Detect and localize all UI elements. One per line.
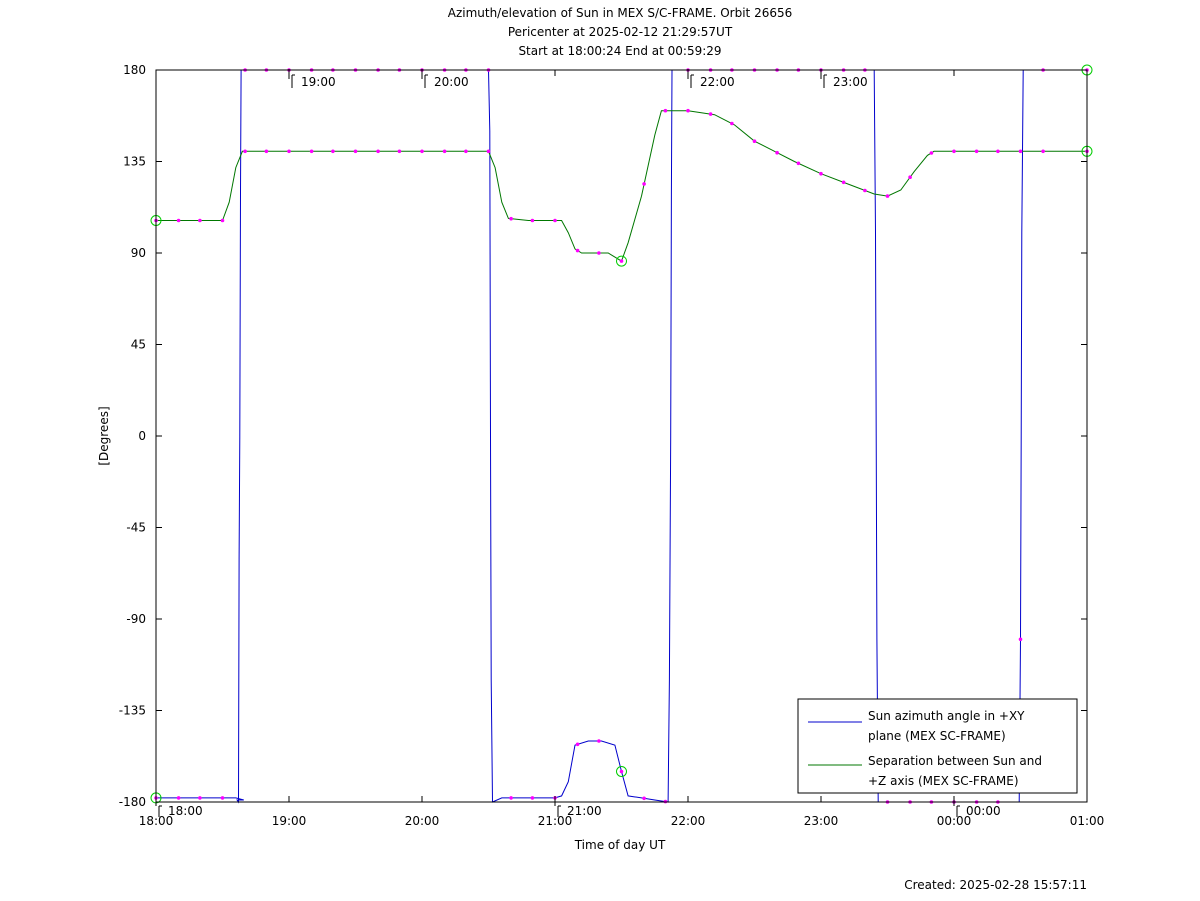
hour-marker-label: 21:00 xyxy=(567,804,602,818)
sample-marker xyxy=(952,149,956,154)
sample-marker xyxy=(775,150,779,155)
sample-marker xyxy=(331,149,335,154)
x-tick-label: 18:00 xyxy=(139,814,174,828)
sample-marker xyxy=(642,796,646,801)
sample-marker xyxy=(974,149,979,154)
sample-marker xyxy=(397,149,402,154)
y-tick-label: 45 xyxy=(131,338,146,352)
sample-marker xyxy=(996,149,1000,154)
hour-marker-label: 18:00 xyxy=(168,804,203,818)
x-axis-label: Time of day UT xyxy=(574,838,666,852)
sample-marker xyxy=(908,175,912,179)
legend-label-azimuth-line-1: Sun azimuth angle in +XY xyxy=(868,709,1025,723)
sample-marker xyxy=(752,139,757,143)
sample-marker xyxy=(619,769,624,774)
sample-marker xyxy=(575,742,580,747)
created-timestamp: Created: 2025-02-28 15:57:11 xyxy=(904,878,1087,892)
x-tick-label: 00:00 xyxy=(937,814,972,828)
sample-marker xyxy=(841,180,846,185)
pericenter-marker xyxy=(616,766,627,777)
y-tick-label: 0 xyxy=(138,429,146,443)
sample-marker xyxy=(642,182,646,186)
sample-marker xyxy=(243,149,247,154)
legend-label-separation-line-2: +Z axis (MEX SC-FRAME) xyxy=(868,774,1019,788)
y-tick-label: -45 xyxy=(126,521,146,535)
sample-marker xyxy=(464,149,468,154)
series-line-azimuth xyxy=(156,69,1087,804)
y-tick-label: -90 xyxy=(126,612,146,626)
y-axis-ticks: 180 135 90 45 0 -45 -90 -135 -180 xyxy=(119,63,1087,809)
legend-label-azimuth-line-2: plane (MEX SC-FRAME) xyxy=(868,729,1006,743)
sample-marker xyxy=(220,218,225,223)
chart-title-line-3: Start at 18:00:24 End at 00:59:29 xyxy=(518,44,721,58)
sample-marker xyxy=(863,188,867,193)
sample-marker xyxy=(730,121,734,126)
x-tick-label: 01:00 xyxy=(1070,814,1105,828)
hour-marker-label: 20:00 xyxy=(434,75,469,89)
sample-marker xyxy=(442,149,447,154)
sample-marker xyxy=(1018,149,1023,154)
x-tick-label: 19:00 xyxy=(272,814,307,828)
sample-marker xyxy=(353,149,358,154)
y-tick-label: 180 xyxy=(123,63,146,77)
sample-marker xyxy=(885,194,890,198)
sample-marker xyxy=(287,149,291,154)
chart-title-line-1: Azimuth/elevation of Sun in MEX S/C-FRAM… xyxy=(448,6,793,20)
hour-marker-label: 23:00 xyxy=(833,75,868,89)
sample-marker xyxy=(530,796,535,800)
sample-marker xyxy=(597,739,601,743)
plot-markers xyxy=(150,64,1093,804)
sample-marker xyxy=(796,161,801,166)
plot-frame xyxy=(155,69,1088,803)
sample-marker xyxy=(575,248,580,253)
y-tick-label: 135 xyxy=(123,155,146,169)
sample-marker xyxy=(708,112,713,116)
sample-marker xyxy=(198,218,202,223)
sample-marker xyxy=(509,796,513,800)
y-tick-label: -180 xyxy=(119,795,146,809)
hour-marker-label: 00:00 xyxy=(966,804,1001,818)
plot-lines xyxy=(156,69,1087,804)
sample-marker xyxy=(264,149,269,154)
hour-marker-label: 22:00 xyxy=(700,75,735,89)
sample-marker xyxy=(509,216,513,221)
y-axis-label: [Degrees] xyxy=(97,406,111,465)
hour-markers: 19:00 20:00 22:00 23:00 18:00 21:00 00:00 xyxy=(155,69,1001,818)
legend: Sun azimuth angle in +XY plane (MEX SC-F… xyxy=(797,698,1078,794)
sample-marker xyxy=(1018,637,1023,642)
y-tick-label: 90 xyxy=(131,246,146,260)
sample-marker xyxy=(309,149,314,154)
pericenter-marker xyxy=(616,255,627,267)
sample-marker xyxy=(929,151,934,155)
sample-marker xyxy=(530,218,535,223)
sample-marker xyxy=(176,218,181,223)
x-tick-label: 23:00 xyxy=(804,814,839,828)
chart-title-line-2: Pericenter at 2025-02-12 21:29:57UT xyxy=(508,25,733,39)
sample-marker xyxy=(1041,149,1045,154)
x-axis-ticks: 18:00 19:00 20:00 21:00 22:00 23:00 00:00 01:00 xyxy=(139,70,1105,828)
legend-label-separation-line-1: Separation between Sun and xyxy=(868,754,1042,768)
series-line-separation xyxy=(156,110,1087,262)
sample-marker xyxy=(553,218,557,223)
x-tick-label: 22:00 xyxy=(671,814,706,828)
x-tick-label: 21:00 xyxy=(538,814,573,828)
x-tick-label: 20:00 xyxy=(405,814,440,828)
sample-marker xyxy=(176,796,181,800)
sample-marker xyxy=(663,108,668,113)
y-tick-label: -135 xyxy=(119,704,146,718)
legend-box xyxy=(797,698,1078,794)
sample-marker xyxy=(220,796,225,800)
sample-marker xyxy=(619,259,624,263)
sample-marker xyxy=(686,108,690,113)
sample-marker xyxy=(819,171,823,176)
sample-marker xyxy=(376,149,380,154)
sample-marker xyxy=(420,149,424,154)
sample-marker xyxy=(486,149,491,154)
sample-marker xyxy=(198,796,202,800)
hour-marker-label: 19:00 xyxy=(301,75,336,89)
sample-marker xyxy=(597,251,601,255)
